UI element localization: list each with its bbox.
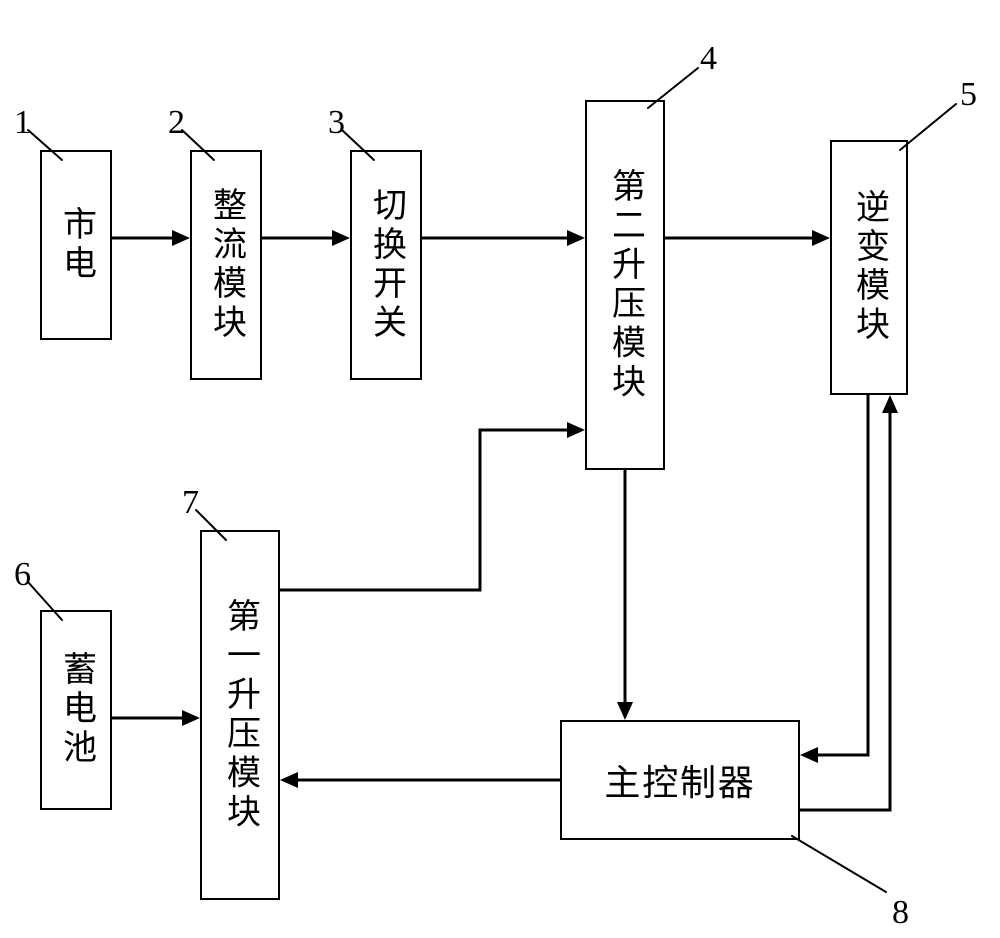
node-label: 第二升压模块 [601,168,650,403]
node-inverter: 逆变模块 [830,140,908,395]
node-rectifier: 整流模块 [190,150,262,380]
node-battery: 蓄电池 [40,610,112,810]
ref-num-7: 7 [182,484,199,522]
node-label: 主控制器 [604,754,755,806]
node-first-boost: 第一升压模块 [200,530,280,900]
ref-num-2: 2 [168,104,185,142]
node-switch: 切换开关 [350,150,422,380]
ref-num-5: 5 [960,76,977,114]
node-label: 整流模块 [202,187,251,343]
node-label: 蓄电池 [52,651,101,768]
node-label: 市电 [52,206,101,284]
ref-num-6: 6 [14,556,31,594]
ref-num-8: 8 [892,894,909,932]
block-diagram: 市电 整流模块 切换开关 第二升压模块 逆变模块 蓄电池 第一升压模块 主控制器… [0,0,1000,938]
ref-num-1: 1 [14,104,31,142]
node-label: 第一升压模块 [216,598,265,833]
node-main-controller: 主控制器 [560,720,800,840]
node-second-boost: 第二升压模块 [585,100,665,470]
node-label: 逆变模块 [845,189,894,345]
ref-num-3: 3 [328,104,345,142]
node-label: 切换开关 [362,187,411,343]
node-mains-power: 市电 [40,150,112,340]
ref-num-4: 4 [700,40,717,78]
